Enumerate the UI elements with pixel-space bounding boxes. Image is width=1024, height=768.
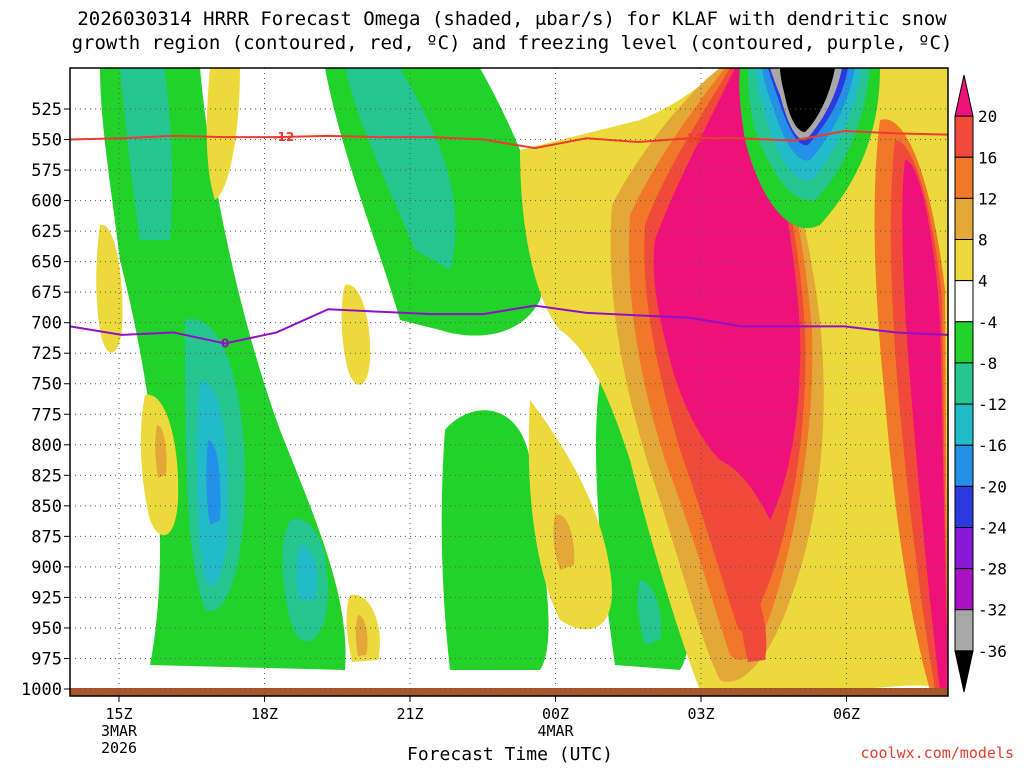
colorbar-bin-3	[954, 197, 974, 241]
omega-region-11	[637, 580, 662, 645]
omega-shading	[70, 68, 948, 696]
x-tick-label-15Z: 15Z	[105, 705, 132, 723]
colorbar-label-1: 16	[978, 148, 997, 167]
freezing_0-contour	[70, 304, 948, 345]
x-tick-label-06Z: 06Z	[833, 705, 860, 723]
colorbar-bin-1	[954, 115, 974, 158]
omega-region-39	[355, 615, 368, 656]
x-tick-label-18Z: 18Z	[251, 705, 278, 723]
omega-region-3	[595, 376, 689, 670]
colorbar-bin-11	[954, 526, 974, 570]
chart-title-line-2: growth region (contoured, red, ºC) and f…	[71, 32, 953, 54]
dendritic_minus12-label: -12	[273, 130, 295, 144]
colorbar-bin-10	[954, 485, 974, 528]
colorbar-label-10: -24	[978, 518, 1007, 537]
plot-border	[69, 67, 949, 697]
y-tick-label-775: 775	[31, 405, 62, 425]
y-tick-label-625: 625	[31, 222, 62, 242]
colorbar-label-12: -32	[978, 601, 1007, 620]
y-tick-label-800: 800	[31, 436, 62, 456]
y-tick-label-700: 700	[31, 314, 62, 334]
omega-region-38	[155, 425, 167, 478]
colorbar-label-0: 20	[978, 107, 997, 126]
omega-region-31	[740, 580, 767, 662]
omega-region-48	[780, 68, 835, 132]
colorbar-bin-12	[954, 568, 974, 611]
credit-link[interactable]: coolwx.com/models	[860, 744, 1014, 762]
omega-region-22	[341, 284, 371, 385]
x-tick-sublabel-15Z-0: 3MAR	[101, 722, 138, 740]
colorbar-label-5: -4	[978, 313, 997, 332]
y-tick-label-600: 600	[31, 192, 62, 212]
omega-region-34	[902, 160, 948, 690]
y-tick-label-725: 725	[31, 344, 62, 364]
colorbar-label-9: -20	[978, 477, 1007, 496]
x-tick-sublabel-00Z-0: 4MAR	[537, 722, 574, 740]
colorbar-label-4: 4	[978, 272, 988, 291]
chart-title-line-1: 2026030314 HRRR Forecast Omega (shaded, …	[77, 8, 947, 30]
y-axis-ticks: 525 550 575 600 625 650 675 700 725 750 775 800 825 8…	[21, 100, 70, 700]
colorbar-label-11: -28	[978, 560, 1007, 579]
dendritic_minus12-label-2: -12	[682, 131, 704, 145]
omega-region-14	[206, 440, 221, 525]
colorbar-bin-14	[954, 650, 974, 693]
colorbar-label-13: -36	[978, 642, 1007, 661]
y-tick-label-675: 675	[31, 283, 62, 303]
colorbar-label-3: 8	[978, 231, 988, 250]
y-tick-label-525: 525	[31, 100, 62, 120]
y-tick-label-950: 950	[31, 619, 62, 639]
colorbar: 20 16 12 8 4 -4 -8 -12 -16 -20 -24 -28 -32 -36	[954, 74, 1007, 693]
freezing_0-label: 0	[221, 336, 229, 350]
y-tick-label-925: 925	[31, 588, 62, 608]
colorbar-bin-0	[954, 74, 974, 117]
dendritic_minus12-contour	[70, 129, 948, 150]
y-tick-label-750: 750	[31, 375, 62, 395]
colorbar-bin-5	[954, 280, 974, 323]
y-tick-label-550: 550	[31, 131, 62, 151]
colorbar-bin-9	[954, 444, 974, 487]
x-tick-label-00Z: 00Z	[542, 705, 569, 723]
y-tick-label-825: 825	[31, 466, 62, 486]
y-tick-label-1000: 1000	[21, 680, 62, 700]
colorbar-label-8: -16	[978, 436, 1007, 455]
omega-region-5	[120, 68, 173, 240]
colorbar-bin-13	[954, 609, 974, 652]
omega-region-6	[345, 68, 456, 270]
omega-region-2	[441, 410, 549, 670]
colorbar-bin-4	[954, 239, 974, 282]
y-tick-label-975: 975	[31, 649, 62, 669]
colorbar-bin-6	[954, 321, 974, 364]
y-tick-label-850: 850	[31, 497, 62, 517]
x-tick-label-21Z: 21Z	[396, 705, 423, 723]
y-tick-label-575: 575	[31, 161, 62, 181]
colorbar-label-2: 12	[978, 189, 997, 208]
colorbar-label-6: -8	[978, 354, 997, 373]
y-tick-label-875: 875	[31, 527, 62, 547]
x-tick-label-03Z: 03Z	[687, 705, 714, 723]
plot-frame	[69, 67, 949, 697]
contours: -12 -12 0	[70, 129, 948, 350]
colorbar-bin-2	[954, 156, 974, 199]
x-tick-sublabel-15Z-1: 2026	[101, 739, 137, 757]
omega-region-20	[96, 224, 123, 353]
omega-region-23	[206, 68, 240, 200]
colorbar-bin-8	[954, 403, 974, 446]
colorbar-bin-7	[954, 362, 974, 405]
omega-region-36	[553, 514, 575, 570]
y-tick-label-900: 900	[31, 558, 62, 578]
omega-region-15	[296, 545, 317, 600]
y-tick-label-650: 650	[31, 253, 62, 273]
x-axis-label: Forecast Time (UTC)	[407, 744, 613, 765]
ground-surface	[70, 688, 948, 696]
colorbar-label-7: -12	[978, 395, 1007, 414]
